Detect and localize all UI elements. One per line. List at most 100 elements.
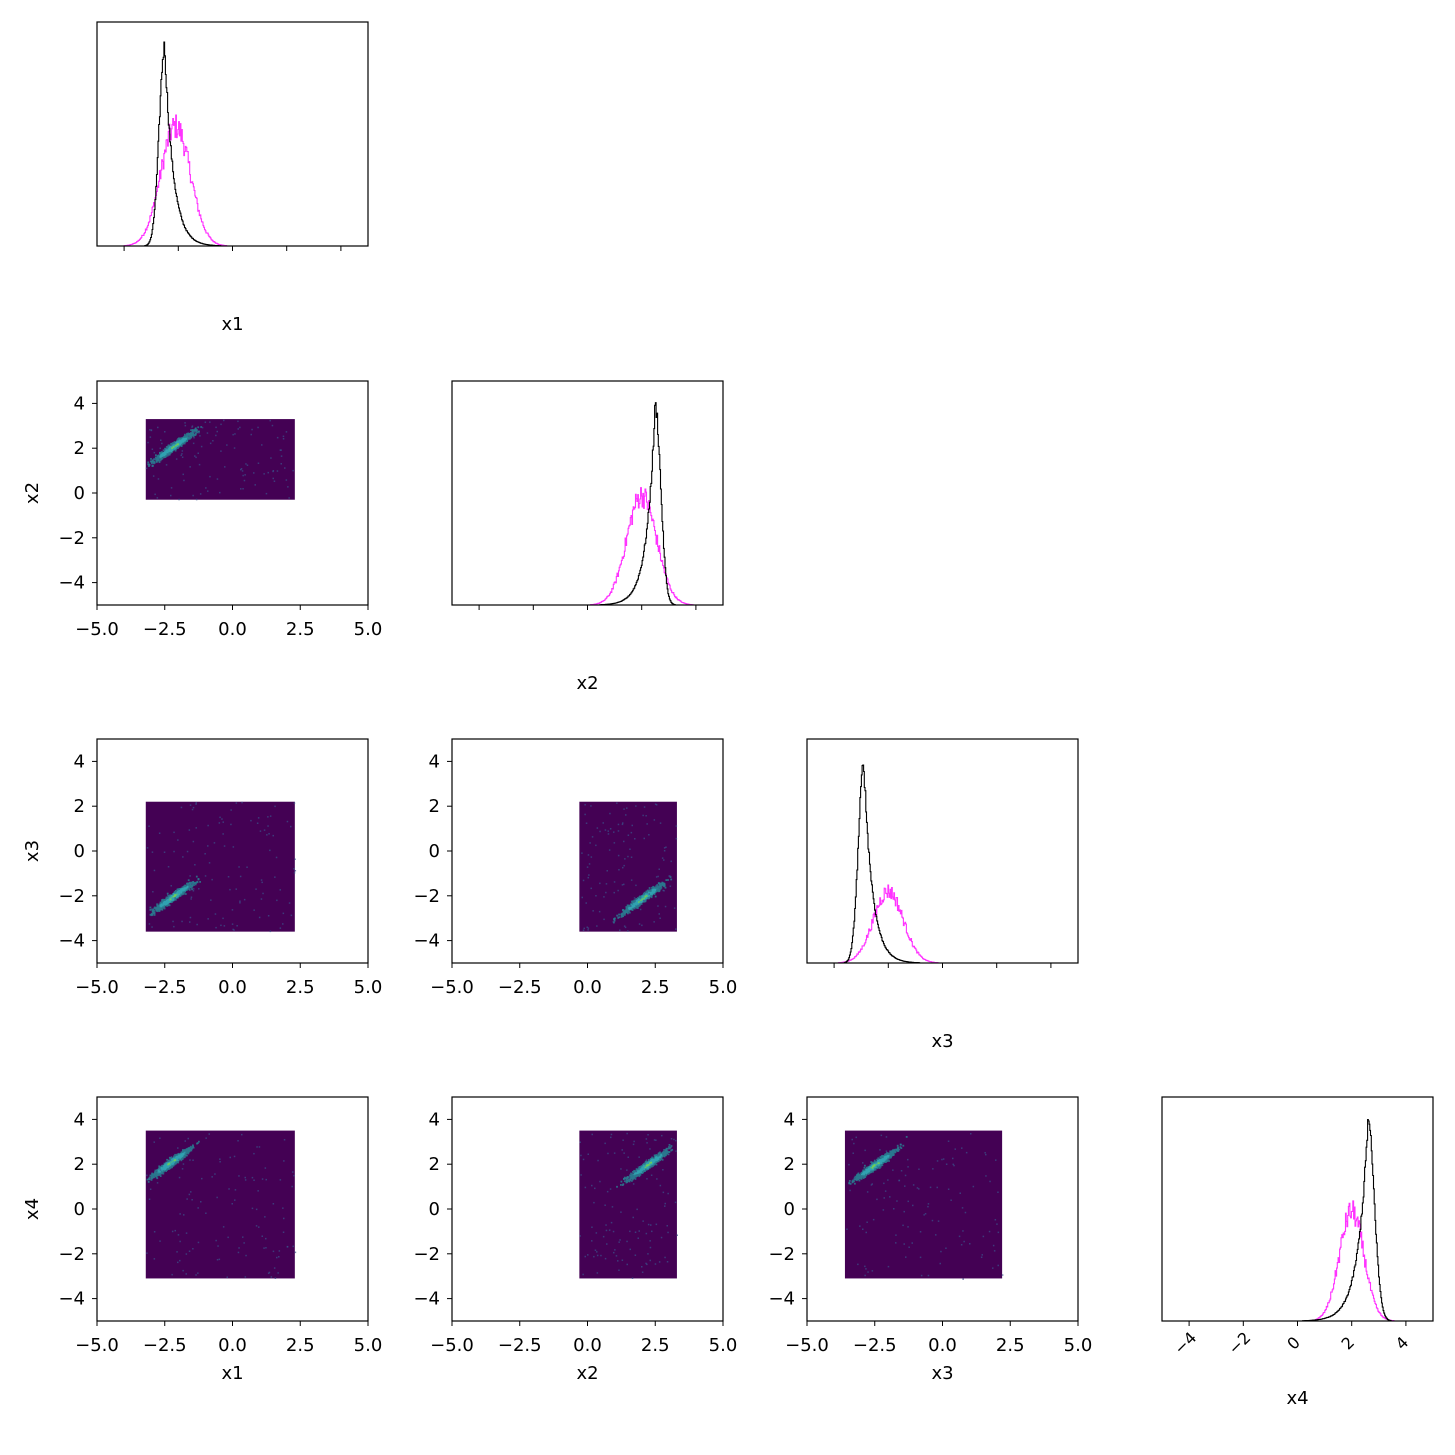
density-cell (239, 900, 241, 902)
density-cell (181, 439, 184, 442)
density-cell (173, 1155, 175, 1158)
density-cell (177, 1234, 180, 1236)
density-cell (164, 1168, 167, 1170)
density-cell (257, 817, 260, 819)
density-cell (603, 896, 605, 898)
density-cell (168, 453, 170, 456)
density-cell (253, 472, 255, 474)
approximation-histogram-x4 (1164, 1200, 1431, 1322)
density-cell (192, 806, 195, 809)
density-cell (162, 1172, 165, 1175)
density-cell (184, 1152, 187, 1155)
density-cell (161, 899, 164, 902)
density-cell (239, 426, 241, 429)
density-cell (184, 422, 186, 424)
density-cell (157, 1172, 159, 1175)
density-cell (651, 886, 653, 889)
density-cell (233, 447, 236, 449)
density-cell (191, 888, 193, 891)
density-cell (631, 905, 634, 907)
density-cell (631, 1177, 633, 1179)
density-cell (659, 917, 661, 919)
density-cell (193, 431, 195, 433)
density-cell (166, 452, 169, 454)
density-cell (169, 1159, 172, 1162)
density-cell (609, 828, 612, 830)
density-cell (633, 899, 636, 902)
density-cell (153, 910, 156, 912)
density-cell (622, 866, 624, 869)
density-cell (174, 449, 177, 452)
density-cell (250, 819, 252, 822)
density-cell (240, 468, 242, 471)
density-cell (160, 439, 162, 441)
density-cell (196, 1142, 198, 1145)
density-cell (219, 491, 221, 494)
density-cell (261, 444, 263, 446)
density-cell (648, 834, 650, 836)
density-cell (159, 901, 162, 904)
density-cell (267, 1272, 270, 1274)
density-cell (186, 885, 189, 888)
density-cell (234, 1189, 237, 1191)
density-cell (622, 913, 624, 915)
density-cell (190, 881, 193, 884)
density-cell (163, 904, 166, 907)
density-cell (658, 1155, 661, 1158)
density-cell (192, 435, 195, 438)
density-cell (164, 447, 167, 450)
density-cell (211, 1176, 213, 1178)
density-cell (282, 435, 285, 438)
density-cell (241, 801, 243, 804)
density-cell (170, 1160, 173, 1163)
density-cell (153, 914, 156, 916)
density-cell (279, 927, 282, 929)
density-cell (162, 902, 165, 905)
density-cell (180, 442, 183, 445)
density-cell (255, 1208, 258, 1211)
density-cell (661, 881, 664, 884)
density-cell (628, 911, 631, 914)
density-cell (158, 459, 160, 462)
density-cell (189, 435, 192, 437)
density-cell (178, 439, 181, 442)
density-cell (146, 1174, 148, 1177)
density-cell (250, 433, 252, 436)
density-cell (272, 470, 274, 473)
density-cell (213, 842, 216, 844)
density-cell (153, 906, 156, 909)
density-cell (167, 897, 169, 899)
density-cell (171, 451, 173, 453)
density-cell (188, 1250, 191, 1252)
density-cell (630, 1177, 633, 1179)
density-cell (632, 901, 635, 904)
density-cell (195, 498, 198, 501)
density-cell (205, 1212, 207, 1214)
density-cell (637, 902, 639, 905)
density-cell (167, 901, 169, 904)
density-cell (219, 1161, 221, 1163)
density-cell (244, 1276, 247, 1278)
density-cell (197, 1272, 199, 1274)
density-cell (273, 480, 276, 482)
density-cell (651, 890, 653, 892)
x-tick-label: −2.5 (143, 619, 187, 640)
density-cell (166, 453, 169, 455)
density-cell (274, 1277, 277, 1279)
density-cell (149, 909, 152, 911)
density-cell (153, 1231, 156, 1233)
density-cell (173, 895, 176, 898)
density-cell (627, 912, 629, 915)
density-cell (240, 468, 243, 470)
density-cell (216, 1196, 218, 1199)
density-cell (156, 1173, 159, 1176)
density-cell (599, 830, 601, 833)
density-cell (205, 487, 207, 489)
density-cell (166, 1169, 168, 1171)
density-cell (162, 1170, 165, 1173)
density-cell (227, 876, 230, 878)
density-cell (153, 1141, 155, 1143)
density-cell (207, 918, 209, 920)
density-cell (189, 883, 192, 886)
density-cell (223, 419, 225, 422)
